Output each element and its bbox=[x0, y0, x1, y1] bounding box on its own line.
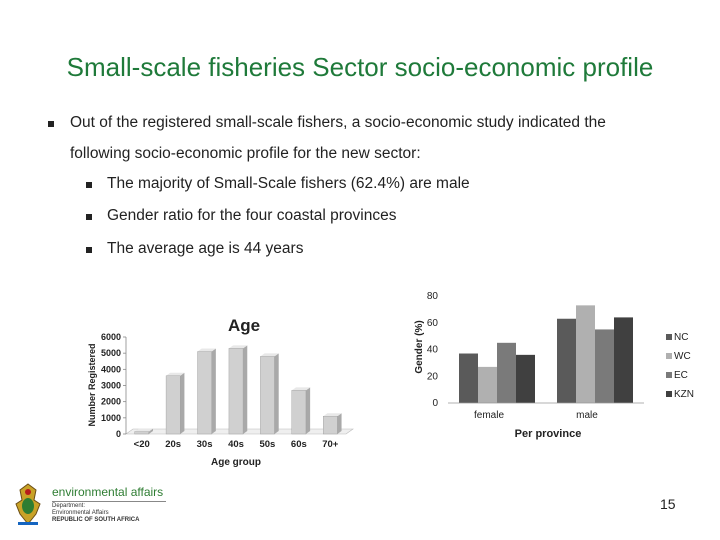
gender-legend-swatch bbox=[666, 353, 672, 359]
age-chart-ylabel: Number Registered bbox=[87, 343, 97, 426]
age-bar bbox=[134, 431, 149, 435]
gender-legend-label: EC bbox=[674, 370, 688, 381]
sub-bullet-3: The average age is 44 years bbox=[107, 240, 304, 257]
age-bar-top bbox=[228, 345, 248, 349]
age-chart-y-tick-label: 1000 bbox=[101, 413, 121, 423]
age-bar-top bbox=[197, 348, 216, 352]
gender-bar-nc bbox=[459, 353, 478, 403]
age-bar-top bbox=[166, 372, 185, 376]
age-bar bbox=[228, 348, 244, 435]
logo-brand: environmental affairs bbox=[52, 485, 164, 499]
gender-chart-y-tick-label: 0 bbox=[432, 398, 438, 409]
intro-text-line-1: Out of the registered small-scale fisher… bbox=[70, 114, 606, 131]
age-chart-xlabel: Age group bbox=[211, 457, 261, 468]
gender-bar-kzn bbox=[516, 354, 535, 403]
bullet-marker bbox=[48, 121, 54, 127]
age-chart-x-tick-label: 30s bbox=[197, 439, 213, 450]
department-logo: environmental affairs Department: Enviro… bbox=[10, 478, 170, 530]
gender-legend-label: WC bbox=[674, 351, 691, 362]
age-chart-y-tick-label: 3000 bbox=[101, 381, 121, 391]
age-bar-top bbox=[260, 353, 279, 357]
sub-bullet-marker bbox=[86, 247, 92, 253]
gender-chart-y-tick-label: 80 bbox=[427, 291, 439, 302]
gender-chart-x-tick-label: female bbox=[474, 410, 504, 421]
age-bar-top bbox=[323, 413, 342, 417]
age-chart-x-tick-label: 40s bbox=[228, 439, 244, 450]
age-bar-top bbox=[134, 428, 153, 432]
age-chart-y-tick-label: 0 bbox=[116, 429, 121, 439]
gender-chart-y-tick-label: 20 bbox=[427, 371, 439, 382]
age-chart-x-tick-label: <20 bbox=[134, 439, 150, 450]
sub-bullet-marker bbox=[86, 214, 92, 220]
age-chart: Age Number Registered Age group 0 1000 200… bbox=[87, 316, 354, 468]
gender-bar-ec bbox=[595, 329, 614, 403]
page-number: 15 bbox=[660, 496, 676, 512]
age-chart-x-tick-label: 20s bbox=[165, 439, 181, 450]
age-chart-y-tick-label: 5000 bbox=[101, 348, 121, 358]
age-bar-side bbox=[243, 345, 248, 434]
coat-of-arms-icon bbox=[15, 483, 41, 525]
gender-chart-y-tick-label: 60 bbox=[427, 318, 439, 329]
gender-bar-nc bbox=[557, 318, 576, 403]
gender-chart: Gender (%) Per province 0 20 40 60 80 female m… bbox=[414, 291, 694, 440]
logo-line-3: REPUBLIC OF SOUTH AFRICA bbox=[52, 517, 140, 523]
age-chart-y-tick-label: 2000 bbox=[101, 397, 121, 407]
gender-bar-ec bbox=[497, 342, 516, 403]
gender-legend-swatch bbox=[666, 334, 672, 340]
age-chart-title: Age bbox=[228, 316, 260, 335]
gender-legend-swatch bbox=[666, 372, 672, 378]
gender-bar-wc bbox=[576, 305, 595, 403]
age-bar bbox=[197, 351, 212, 435]
gender-chart-ylabel: Gender (%) bbox=[414, 320, 425, 373]
gender-legend-label: NC bbox=[674, 332, 688, 343]
gender-bar-wc bbox=[478, 366, 497, 403]
age-bar-side bbox=[211, 348, 216, 434]
intro-text-line-2: following socio-economic profile for the… bbox=[70, 145, 421, 162]
gender-chart-x-tick-label: male bbox=[576, 410, 598, 421]
age-chart-x-tick-label: 70+ bbox=[322, 439, 339, 450]
gender-legend-label: KZN bbox=[674, 389, 694, 400]
age-chart-y-tick-label: 6000 bbox=[101, 332, 121, 342]
slide-title: Small-scale fisheries Sector socio-econo… bbox=[66, 52, 654, 82]
age-bar-top bbox=[291, 387, 311, 391]
logo-line-1: Department: bbox=[52, 503, 86, 509]
logo-divider bbox=[52, 501, 166, 502]
age-bar-side bbox=[180, 372, 185, 434]
age-bar-side bbox=[148, 428, 153, 434]
gender-bar-kzn bbox=[614, 317, 633, 403]
age-bar-side bbox=[337, 413, 342, 434]
sub-bullet-marker bbox=[86, 182, 92, 188]
sub-bullet-1: The majority of Small-Scale fishers (62.… bbox=[107, 175, 470, 192]
age-bar-side bbox=[305, 387, 311, 434]
age-chart-y-tick-label: 4000 bbox=[101, 364, 121, 374]
sub-bullet-2: Gender ratio for the four coastal provin… bbox=[107, 207, 397, 224]
age-bar bbox=[165, 375, 181, 435]
gender-chart-y-tick-label: 40 bbox=[427, 345, 439, 356]
age-chart-x-tick-label: 60s bbox=[291, 439, 307, 450]
age-chart-x-tick-label: 50s bbox=[259, 439, 275, 450]
age-bar bbox=[291, 390, 307, 435]
logo-line-2: Environmental Affairs bbox=[52, 510, 109, 516]
gender-chart-xlabel: Per province bbox=[515, 428, 582, 440]
age-bar bbox=[260, 356, 275, 435]
age-bar bbox=[323, 416, 338, 435]
gender-legend-swatch bbox=[666, 391, 672, 397]
age-bar-side bbox=[274, 353, 279, 434]
